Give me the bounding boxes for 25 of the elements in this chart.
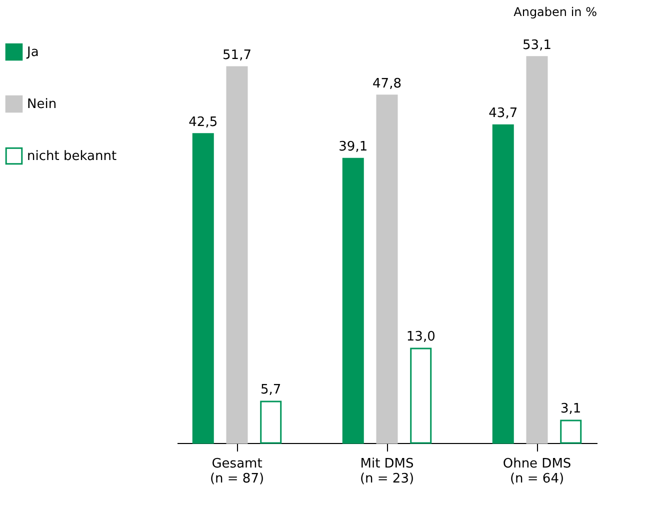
legend-label: nicht bekannt <box>27 149 117 164</box>
legend-label: Ja <box>26 45 39 60</box>
bar <box>226 66 248 444</box>
text: Angaben in % <box>514 4 597 19</box>
bar <box>376 94 398 444</box>
x-tick-label: Mit DMS (n = 23) <box>360 456 414 486</box>
data-label: 5,7 <box>260 382 282 398</box>
data-label: 3,1 <box>560 401 582 416</box>
bar <box>260 400 282 444</box>
bar <box>342 158 364 444</box>
data-label: 13,0 <box>406 329 436 344</box>
bar <box>410 348 432 444</box>
data-label: 39,1 <box>338 140 368 155</box>
bar <box>526 56 548 444</box>
data-label: 43,7 <box>488 106 518 122</box>
data-label: 51,7 <box>222 48 252 63</box>
x-tick-label: Ohne DMS (n = 64) <box>502 456 572 486</box>
legend-label: Nein <box>27 97 57 112</box>
data-label: 47,8 <box>372 76 402 92</box>
data-label: 42,5 <box>188 114 218 130</box>
bar <box>560 420 582 444</box>
bar <box>492 124 514 444</box>
x-tick-label: Gesamt (n = 87) <box>210 456 264 486</box>
bar <box>192 133 214 444</box>
data-label: 53,1 <box>522 38 552 53</box>
